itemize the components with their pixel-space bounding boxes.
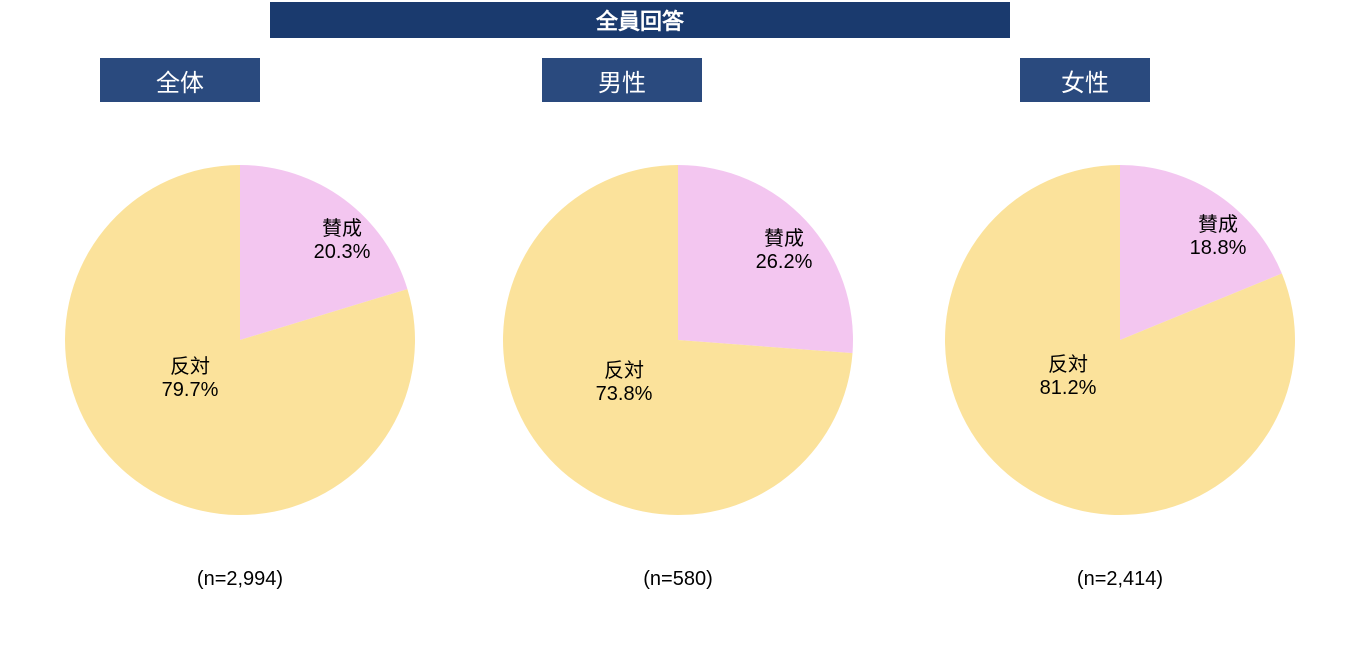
sample-size-label: (n=580)	[598, 568, 758, 591]
slice-name: 反対	[564, 354, 684, 383]
pie-slice-label: 反対79.7%	[130, 350, 250, 402]
pie-slice-label: 賛成18.8%	[1158, 208, 1278, 260]
slice-name: 反対	[130, 350, 250, 379]
chart-title-banner: 全体	[100, 58, 260, 102]
slice-percentage: 81.2%	[1008, 377, 1128, 400]
main-title-banner: 全員回答	[270, 2, 1010, 38]
slice-name: 賛成	[724, 222, 844, 251]
chart-title-banner: 男性	[542, 58, 702, 102]
slice-percentage: 79.7%	[130, 379, 250, 402]
slice-percentage: 18.8%	[1158, 237, 1278, 260]
pie-slice-label: 賛成26.2%	[724, 222, 844, 274]
chart-title-banner: 女性	[1020, 58, 1150, 102]
sample-size-label: (n=2,414)	[1040, 568, 1200, 591]
pie-chart	[503, 165, 853, 515]
pie-slice-label: 賛成20.3%	[282, 212, 402, 264]
slice-percentage: 26.2%	[724, 251, 844, 274]
slice-name: 賛成	[282, 212, 402, 241]
slice-name: 賛成	[1158, 208, 1278, 237]
sample-size-label: (n=2,994)	[160, 568, 320, 591]
slice-percentage: 73.8%	[564, 383, 684, 406]
pie-slice-label: 反対81.2%	[1008, 348, 1128, 400]
slice-percentage: 20.3%	[282, 241, 402, 264]
slice-name: 反対	[1008, 348, 1128, 377]
pie-slice-label: 反対73.8%	[564, 354, 684, 406]
